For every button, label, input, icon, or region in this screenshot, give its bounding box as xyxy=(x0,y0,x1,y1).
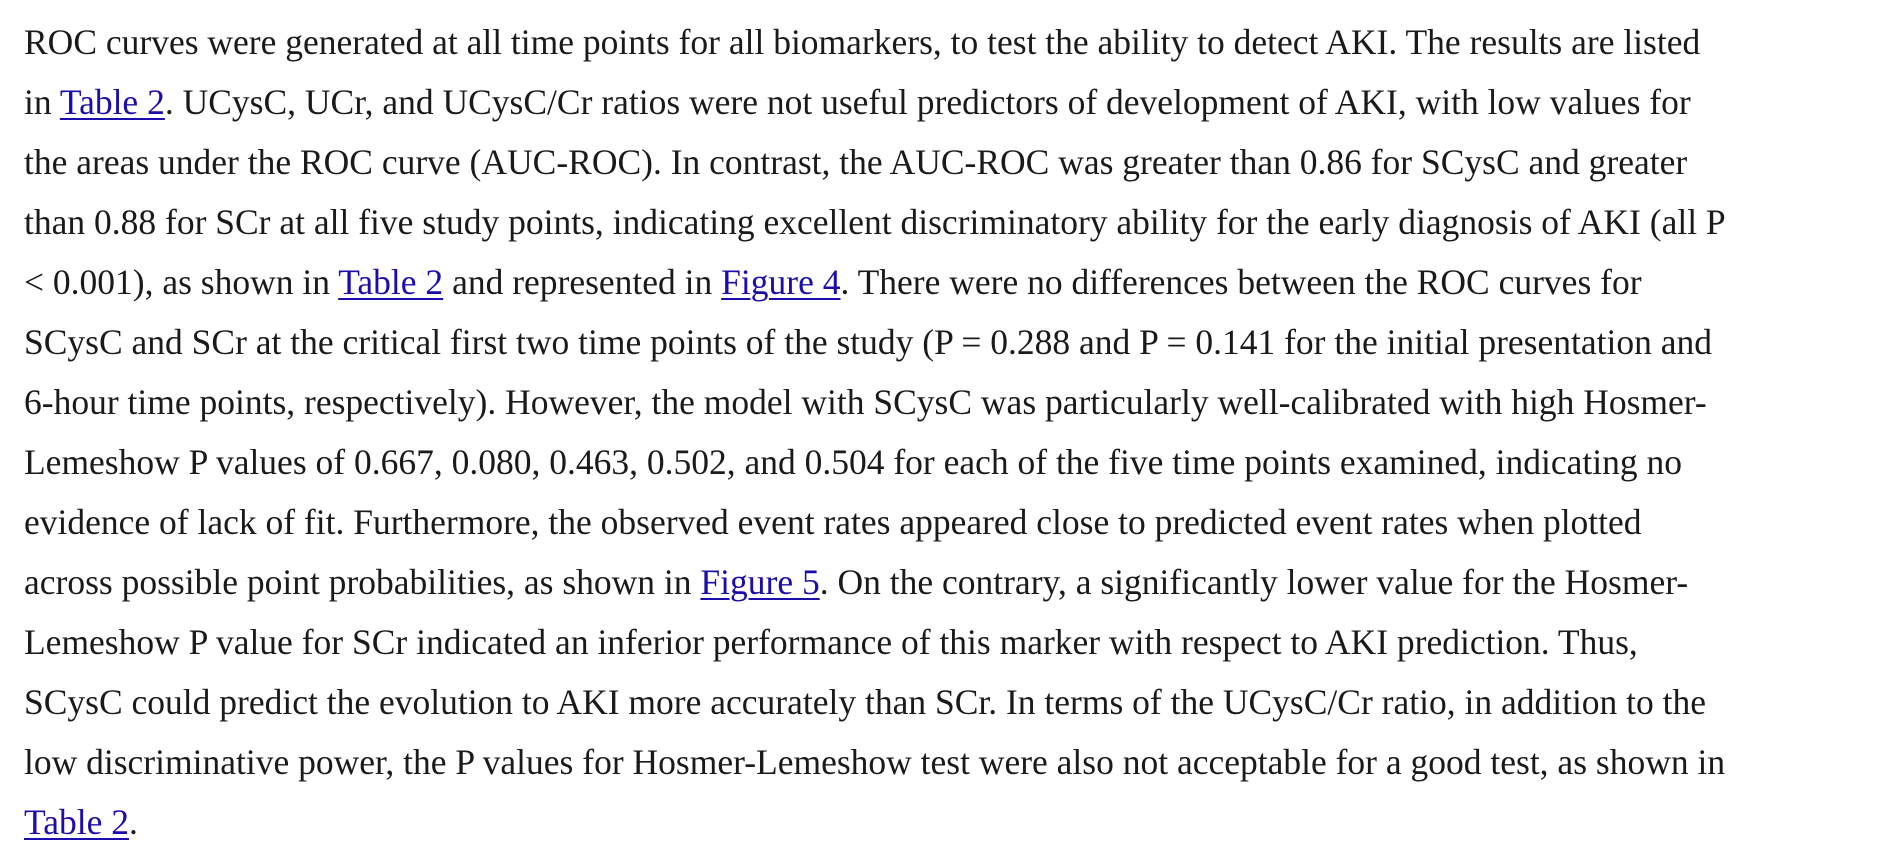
table-2-link[interactable]: Table 2 xyxy=(59,82,165,122)
text-line-10: across possible point probabilities, as … xyxy=(24,552,1868,612)
figure-4-link[interactable]: Figure 4 xyxy=(721,262,841,302)
text-line-14: Table 2. xyxy=(24,792,1868,852)
text-line-2: in Table 2. UCysC, UCr, and UCysC/Cr rat… xyxy=(24,72,1868,132)
text-run: . On the contrary, a significantly lower… xyxy=(819,562,1689,602)
table-2-link[interactable]: Table 2 xyxy=(24,802,129,842)
text-run: < 0.001), as shown in xyxy=(24,262,339,302)
text-line-13: low discriminative power, the P values f… xyxy=(24,742,1726,782)
text-line-6: SCysC and SCr at the critical first two … xyxy=(24,322,1712,362)
text-line-11: Lemeshow P value for SCr indicated an in… xyxy=(24,622,1638,662)
text-run: in xyxy=(24,82,60,122)
text-line-8: Lemeshow P values of 0.667, 0.080, 0.463… xyxy=(24,442,1682,482)
text-line-5: < 0.001), as shown in Table 2 and repres… xyxy=(24,252,1868,312)
text-run: across possible point probabilities, as … xyxy=(24,562,701,602)
text-line-1: ROC curves were generated at all time po… xyxy=(24,22,1701,62)
text-run: . There were no differences between the … xyxy=(840,262,1642,302)
text-run: and represented in xyxy=(443,262,722,302)
table-2-link[interactable]: Table 2 xyxy=(338,262,444,302)
text-run: . xyxy=(128,802,138,842)
text-line-9: evidence of lack of fit. Furthermore, th… xyxy=(24,502,1642,542)
text-run: . UCysC, UCr, and UCysC/Cr ratios were n… xyxy=(164,82,1691,122)
text-line-4: than 0.88 for SCr at all five study poin… xyxy=(24,202,1726,242)
text-line-7: 6-hour time points, respectively). Howev… xyxy=(24,382,1707,422)
results-paragraph: ROC curves were generated at all time po… xyxy=(24,12,1868,852)
figure-5-link[interactable]: Figure 5 xyxy=(700,562,820,602)
text-line-12: SCysC could predict the evolution to AKI… xyxy=(24,682,1707,722)
text-line-3: the areas under the ROC curve (AUC-ROC).… xyxy=(24,142,1688,182)
